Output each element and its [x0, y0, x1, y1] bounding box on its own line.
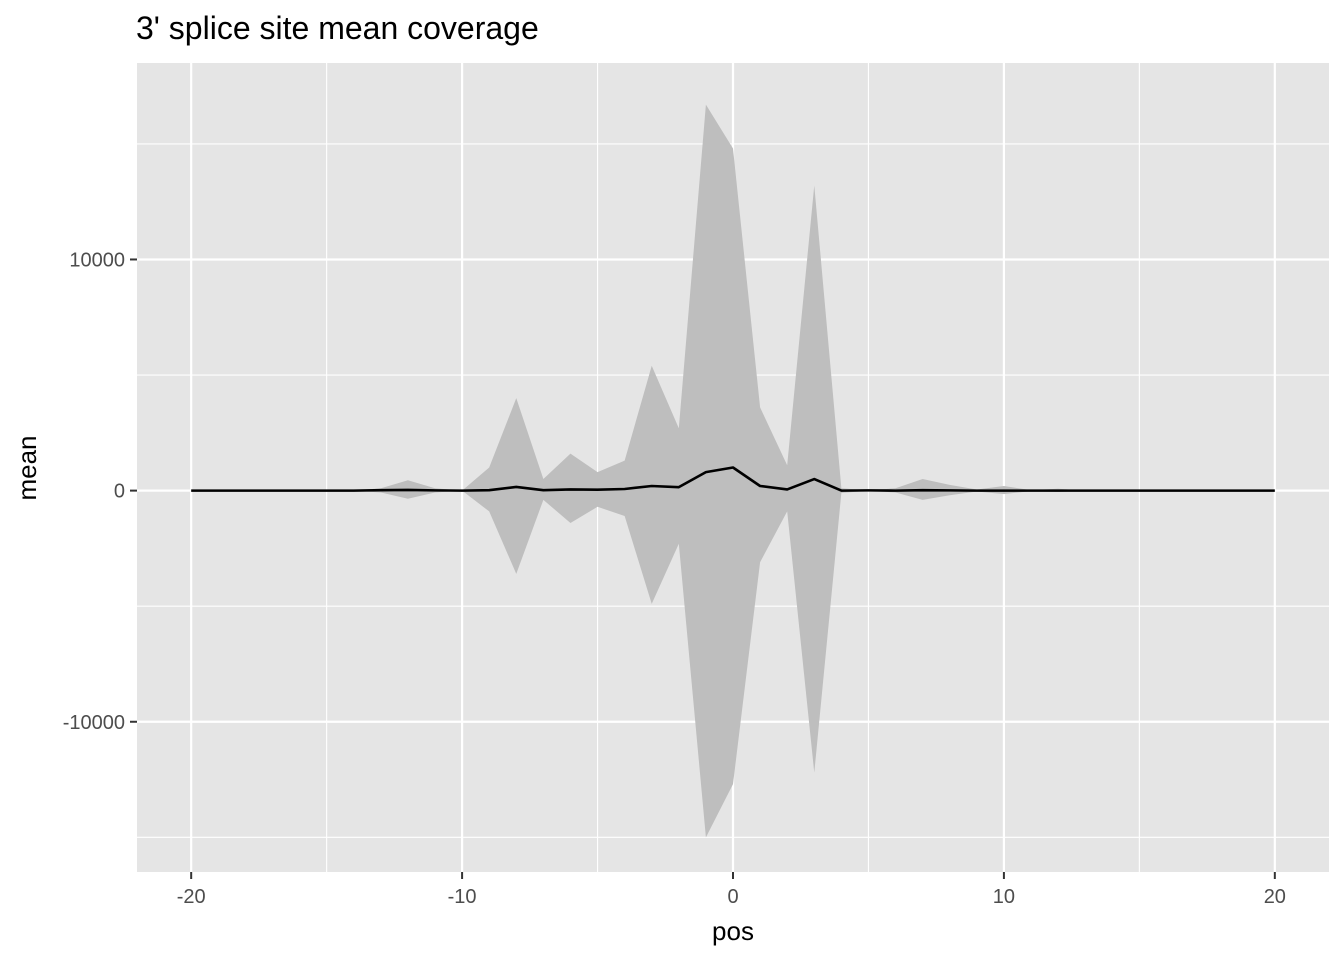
ribbon-layer — [191, 104, 1275, 838]
x-tick-label: 0 — [727, 886, 738, 908]
y-tick-label: 0 — [114, 481, 125, 503]
y-tick-label: 10000 — [69, 249, 125, 271]
x-axis-label: pos — [712, 916, 754, 946]
x-tick-label: -10 — [448, 886, 477, 908]
coverage-ribbon — [191, 104, 1275, 838]
chart-title: 3' splice site mean coverage — [136, 10, 539, 46]
x-tick-label: -20 — [177, 886, 206, 908]
mean-line — [191, 466, 1275, 492]
y-axis-label: mean — [12, 435, 42, 500]
y-tick-label: -10000 — [63, 712, 125, 734]
x-tick-label: 10 — [993, 886, 1015, 908]
y-axis: -10000 0 10000 — [63, 249, 137, 734]
x-tick-label: 20 — [1264, 886, 1286, 908]
x-axis: -20 -10 0 10 20 — [177, 872, 1286, 908]
mean-line-layer — [191, 466, 1275, 492]
